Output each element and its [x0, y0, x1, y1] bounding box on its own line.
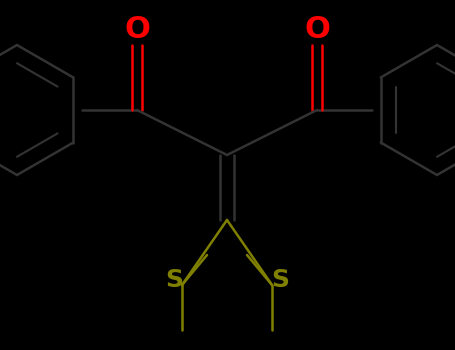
Text: O: O	[304, 14, 330, 43]
Text: S: S	[271, 268, 289, 292]
Text: S: S	[165, 268, 183, 292]
Text: O: O	[124, 14, 150, 43]
